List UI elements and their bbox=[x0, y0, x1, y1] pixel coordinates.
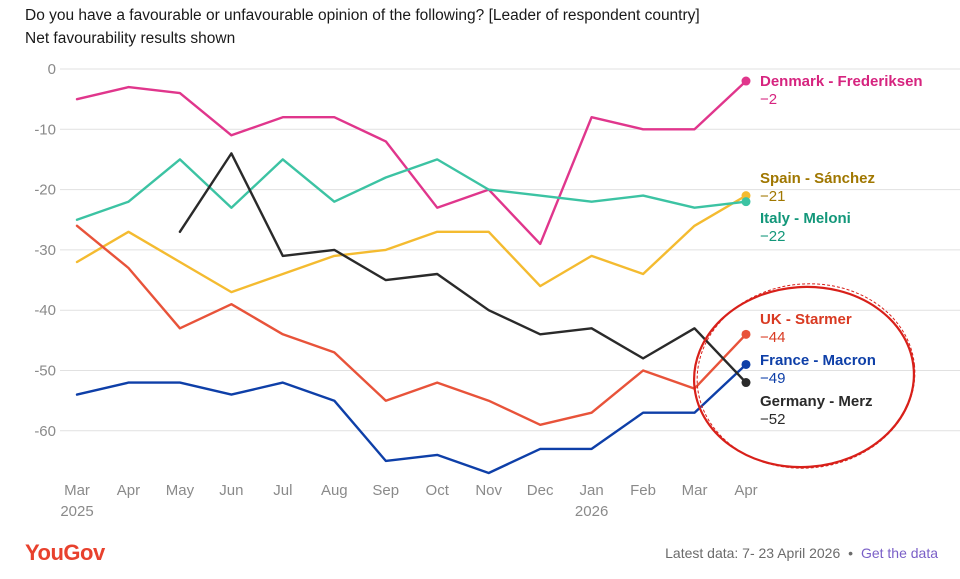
x-tick-label: Dec bbox=[527, 482, 554, 499]
series-name-label: France - Macron bbox=[760, 352, 876, 369]
series-line bbox=[75, 194, 748, 294]
grid bbox=[60, 68, 960, 432]
y-tick-label: -20 bbox=[34, 182, 56, 199]
x-tick-label: Nov bbox=[475, 482, 502, 499]
series-line bbox=[178, 152, 748, 384]
series-lines bbox=[75, 76, 751, 475]
get-the-data-link[interactable]: Get the data bbox=[860, 545, 938, 561]
series-end-point bbox=[741, 197, 751, 207]
y-tick-label: -10 bbox=[34, 121, 56, 138]
series-name-label: Italy - Meloni bbox=[760, 210, 851, 227]
yougov-logo: YouGov bbox=[25, 540, 105, 565]
x-axis: Mar Apr May Jun Jul Aug Sep Oct Nov Dec Jan Feb Mar A… bbox=[60, 482, 757, 520]
footer-separator: • bbox=[848, 545, 854, 561]
series-value-label: −52 bbox=[760, 411, 785, 428]
x-tick-label: Jun bbox=[219, 482, 243, 499]
series-end-point bbox=[741, 76, 751, 86]
x-tick-label: Apr bbox=[117, 482, 140, 499]
series-value-label: −49 bbox=[760, 370, 785, 387]
footer-note: Latest data: 7- 23 April 2026 • Get the … bbox=[665, 545, 938, 561]
x-tick-label: May bbox=[166, 482, 195, 499]
y-tick-label: -50 bbox=[34, 363, 56, 380]
y-axis: 0 -10 -20 -30 -40 -50 -60 bbox=[34, 61, 56, 440]
y-tick-label: -40 bbox=[34, 302, 56, 319]
series-end-point bbox=[741, 359, 751, 369]
x-tick-label: Jan bbox=[580, 482, 604, 499]
series-line bbox=[75, 224, 748, 426]
series-value-label: −21 bbox=[760, 188, 785, 205]
chart-subtitle: Net favourability results shown bbox=[25, 30, 236, 47]
series-value-label: −44 bbox=[760, 329, 785, 346]
series-end-point bbox=[741, 329, 751, 339]
annotation-ellipse bbox=[692, 283, 916, 469]
x-year-label: 2025 bbox=[60, 503, 93, 520]
latest-data-text: Latest data: 7- 23 April 2026 bbox=[665, 545, 841, 561]
x-tick-label: Aug bbox=[321, 482, 348, 499]
series-value-label: −2 bbox=[760, 91, 777, 108]
series-name-label: Denmark - Frederiksen bbox=[760, 73, 923, 90]
series-name-label: UK - Starmer bbox=[760, 311, 852, 328]
series-end-point bbox=[741, 378, 751, 388]
series-line bbox=[75, 79, 748, 246]
chart-title: Do you have a favourable or unfavourable… bbox=[25, 7, 700, 24]
y-tick-label: -30 bbox=[34, 242, 56, 259]
y-tick-label: 0 bbox=[48, 61, 56, 78]
x-tick-label: Jul bbox=[273, 482, 292, 499]
x-tick-label: Sep bbox=[372, 482, 399, 499]
x-tick-label: Apr bbox=[734, 482, 757, 499]
x-tick-label: Mar bbox=[64, 482, 90, 499]
chart-title-block: Do you have a favourable or unfavourable… bbox=[25, 4, 700, 50]
series-line bbox=[75, 158, 748, 221]
y-tick-label: -60 bbox=[34, 423, 56, 440]
series-line bbox=[75, 363, 748, 475]
x-tick-label: Oct bbox=[426, 482, 450, 499]
series-name-label: Spain - Sánchez bbox=[760, 170, 875, 187]
series-value-label: −22 bbox=[760, 228, 785, 245]
x-tick-label: Mar bbox=[682, 482, 708, 499]
x-tick-label: Feb bbox=[630, 482, 656, 499]
x-year-label: 2026 bbox=[575, 503, 608, 520]
series-name-label: Germany - Merz bbox=[760, 393, 873, 410]
